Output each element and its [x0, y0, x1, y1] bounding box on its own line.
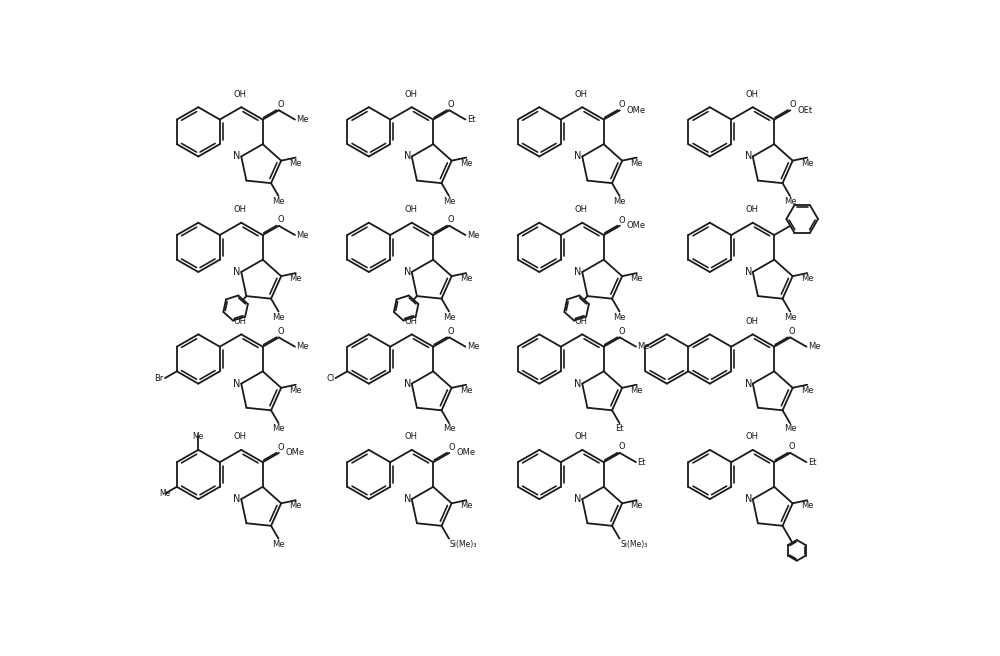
Text: O: O	[448, 215, 454, 224]
Text: O: O	[619, 100, 625, 109]
Text: OH: OH	[745, 90, 758, 99]
Text: Me: Me	[460, 386, 472, 395]
Text: N: N	[233, 267, 241, 277]
Text: Me: Me	[289, 386, 302, 395]
Text: Et: Et	[467, 115, 475, 124]
Text: OH: OH	[575, 432, 588, 441]
Text: Me: Me	[289, 501, 302, 510]
Text: Si(Me)₃: Si(Me)₃	[620, 540, 648, 548]
Text: N: N	[233, 152, 241, 161]
Text: Me: Me	[784, 197, 796, 206]
Text: N: N	[745, 494, 752, 504]
Text: O: O	[277, 215, 284, 224]
Text: O: O	[619, 216, 625, 224]
Text: Me: Me	[630, 274, 643, 283]
Text: N: N	[574, 152, 582, 161]
Text: OH: OH	[404, 90, 417, 99]
Text: O: O	[277, 327, 284, 336]
Text: N: N	[404, 267, 411, 277]
Text: Me: Me	[289, 274, 302, 283]
Text: Br: Br	[154, 374, 164, 382]
Text: OH: OH	[575, 205, 588, 215]
Text: OH: OH	[234, 432, 247, 441]
Text: Me: Me	[808, 342, 820, 351]
Text: OH: OH	[234, 90, 247, 99]
Text: N: N	[745, 152, 752, 161]
Text: Me: Me	[272, 540, 285, 549]
Text: Me: Me	[467, 230, 479, 239]
Text: Et: Et	[637, 458, 646, 466]
Text: Cl: Cl	[326, 374, 334, 382]
Text: Me: Me	[613, 313, 626, 321]
Text: O: O	[618, 327, 625, 336]
Text: N: N	[745, 267, 752, 277]
Text: N: N	[574, 267, 582, 277]
Text: Me: Me	[801, 501, 813, 510]
Text: OH: OH	[404, 432, 417, 441]
Text: OMe: OMe	[456, 449, 475, 457]
Text: Me: Me	[630, 501, 643, 510]
Text: Me: Me	[296, 115, 309, 124]
Text: Me: Me	[460, 159, 472, 168]
Text: OMe: OMe	[627, 221, 646, 230]
Text: OEt: OEt	[797, 106, 812, 115]
Text: Me: Me	[460, 501, 472, 510]
Text: Me: Me	[801, 274, 813, 283]
Text: Me: Me	[272, 313, 285, 321]
Text: O: O	[618, 442, 625, 451]
Text: OH: OH	[575, 317, 588, 326]
Text: N: N	[233, 494, 241, 504]
Text: Me: Me	[467, 342, 479, 351]
Text: Me: Me	[296, 342, 309, 351]
Text: Me: Me	[784, 424, 796, 434]
Text: N: N	[745, 379, 752, 388]
Text: OH: OH	[234, 205, 247, 215]
Text: OH: OH	[745, 205, 758, 215]
Text: Si(Me)₃: Si(Me)₃	[450, 540, 477, 548]
Text: O: O	[278, 443, 284, 452]
Text: OH: OH	[575, 90, 588, 99]
Text: Me: Me	[630, 386, 643, 395]
Text: OMe: OMe	[627, 106, 646, 115]
Text: Et: Et	[615, 424, 624, 434]
Text: Et: Et	[808, 458, 816, 466]
Text: N: N	[574, 494, 582, 504]
Text: N: N	[404, 152, 411, 161]
Text: Me: Me	[460, 274, 472, 283]
Text: O: O	[789, 327, 795, 336]
Text: O: O	[789, 442, 795, 451]
Text: N: N	[404, 494, 411, 504]
Text: Me: Me	[193, 432, 204, 441]
Text: Me: Me	[443, 424, 455, 434]
Text: OH: OH	[745, 317, 758, 326]
Text: Me: Me	[289, 159, 302, 168]
Text: O: O	[448, 100, 454, 109]
Text: N: N	[404, 379, 411, 388]
Text: O: O	[789, 100, 796, 109]
Text: OH: OH	[745, 432, 758, 441]
Text: O: O	[448, 327, 454, 336]
Text: Me: Me	[801, 386, 813, 395]
Text: O: O	[277, 100, 284, 109]
Text: Me: Me	[801, 159, 813, 168]
Text: Me: Me	[784, 313, 796, 321]
Text: Me: Me	[159, 489, 171, 498]
Text: O: O	[448, 443, 455, 452]
Text: Me: Me	[272, 424, 285, 434]
Text: OH: OH	[404, 317, 417, 326]
Text: Me: Me	[637, 342, 650, 351]
Text: OH: OH	[404, 205, 417, 215]
Text: OMe: OMe	[286, 449, 305, 457]
Text: N: N	[233, 379, 241, 388]
Text: N: N	[574, 379, 582, 388]
Text: Me: Me	[296, 230, 309, 239]
Text: Me: Me	[443, 197, 455, 206]
Text: OH: OH	[234, 317, 247, 326]
Text: Me: Me	[272, 197, 285, 206]
Text: Me: Me	[613, 197, 626, 206]
Text: Me: Me	[443, 313, 455, 321]
Text: Me: Me	[630, 159, 643, 168]
